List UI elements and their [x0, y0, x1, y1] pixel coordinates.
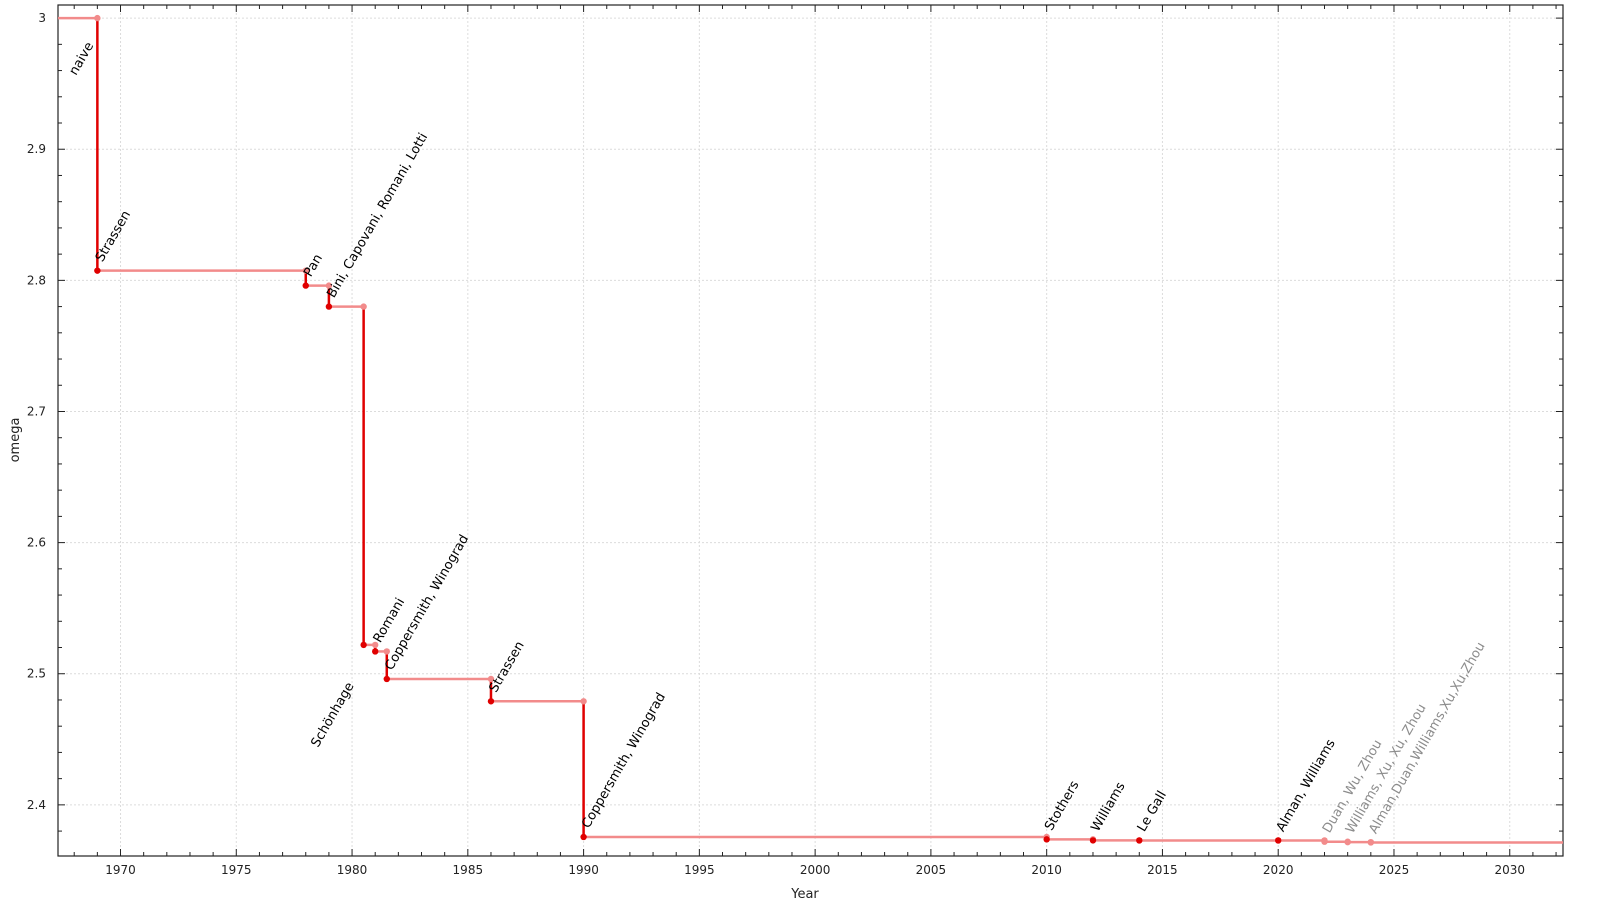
- x-tick-label: 1990: [568, 863, 599, 877]
- y-tick-label: 3: [38, 11, 46, 25]
- x-tick-label: 1980: [337, 863, 368, 877]
- x-tick-label: 2015: [1147, 863, 1178, 877]
- x-tick-label: 1970: [105, 863, 136, 877]
- y-tick-label: 2.5: [27, 667, 46, 681]
- record-marker: [372, 648, 379, 655]
- record-marker: [580, 833, 587, 841]
- record-label: Strassen: [93, 208, 134, 264]
- record-marker: [1136, 837, 1143, 844]
- record-label: Williams: [1088, 780, 1128, 835]
- previous-bound-marker: [372, 641, 379, 649]
- previous-bound-marker: [360, 303, 367, 310]
- plot-frame: [57, 4, 1564, 857]
- axes: 1970 1975 1980 1985 1990 1995 2000 2005 2010 2015…: [27, 4, 1564, 877]
- x-axis-label: Year: [790, 887, 819, 902]
- x-tick-label: 2020: [1263, 863, 1294, 877]
- record-marker: [360, 641, 367, 649]
- record-marker: [1367, 839, 1375, 846]
- y-tick-label: 2.9: [27, 142, 46, 156]
- record-marker: [487, 698, 495, 705]
- record-marker: [1321, 838, 1328, 845]
- x-tick-label: 1975: [221, 863, 252, 877]
- x-tick-label: 1995: [684, 863, 715, 877]
- previous-bound-marker: [580, 698, 587, 705]
- previous-bound-marker: [325, 282, 333, 289]
- x-tick-label: 2005: [916, 863, 947, 877]
- record-marker: [302, 282, 309, 289]
- y-tick-label: 2.8: [27, 273, 46, 287]
- record-label: Bini, Capovani, Romani, Lotti: [324, 131, 431, 301]
- record-label: Le Gall: [1135, 788, 1170, 834]
- record-marker: [1043, 836, 1050, 843]
- record-label: Schönhage: [308, 680, 357, 750]
- record-marker: [1089, 837, 1097, 844]
- record-label: Strassen: [486, 639, 527, 695]
- y-tick-label: 2.6: [27, 536, 46, 550]
- record-label: Alman,Duan,Williams,Xu,Xu,Zhou: [1366, 640, 1488, 837]
- previous-bound-marker: [383, 648, 390, 655]
- record-label: Stothers: [1042, 778, 1082, 833]
- x-tick-label: 2010: [1031, 863, 1062, 877]
- record-marker: [383, 675, 390, 683]
- omega-series: [58, 14, 1563, 846]
- x-tick-label: 2000: [800, 863, 831, 877]
- x-tick-label: 1985: [453, 863, 484, 877]
- record-marker: [94, 267, 101, 274]
- x-tick-label: 2030: [1494, 863, 1525, 877]
- record-marker: [325, 303, 333, 310]
- previous-bound-marker: [94, 14, 101, 22]
- previous-bound-marker: [302, 267, 309, 274]
- grid: [58, 5, 1563, 856]
- record-label: Coppersmith, Winograd: [579, 690, 669, 831]
- y-tick-label: 2.4: [27, 798, 46, 812]
- record-marker: [1344, 838, 1351, 846]
- record-marker: [1275, 837, 1282, 844]
- record-label: naive: [66, 40, 97, 78]
- y-tick-label: 2.7: [27, 404, 46, 418]
- previous-bound-marker: [487, 675, 495, 683]
- y-axis-label: omega: [8, 418, 23, 463]
- x-tick-label: 2025: [1379, 863, 1410, 877]
